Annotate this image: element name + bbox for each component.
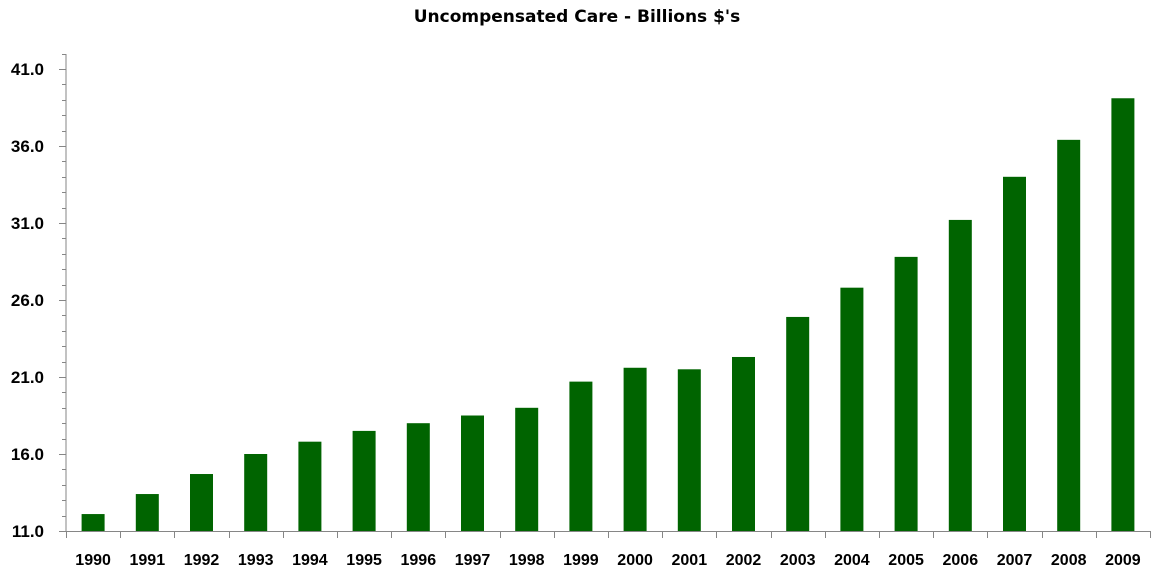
x-axis: 1990 1991 1992 1993 1994 1995 1996 1997 1998 1999… xyxy=(66,531,1151,569)
bar-2008 xyxy=(1057,139,1081,531)
bar-2001 xyxy=(677,369,701,531)
bar-2007 xyxy=(1003,176,1026,532)
x-tick-label: 1996 xyxy=(401,552,437,569)
y-tick-label: 26.0 xyxy=(11,291,44,310)
bar-2005 xyxy=(894,256,918,531)
bar-1992 xyxy=(190,474,213,531)
bar-1990 xyxy=(81,514,105,531)
x-tick-label: 1998 xyxy=(509,552,545,569)
x-tick-label: 2007 xyxy=(997,552,1033,569)
x-tick-label: 2002 xyxy=(726,552,762,569)
bar-2000 xyxy=(623,367,647,531)
y-tick-label: 36.0 xyxy=(11,137,44,156)
chart-title: Uncompensated Care - Billions $'s xyxy=(414,7,741,27)
bar-2003 xyxy=(786,316,810,531)
x-tick-label: 1994 xyxy=(292,552,328,569)
bar-1991 xyxy=(135,494,159,531)
x-tick-label: 1990 xyxy=(75,552,111,569)
x-tick-label: 1993 xyxy=(238,552,274,569)
bar-1998 xyxy=(515,407,539,531)
x-tick-label: 1997 xyxy=(455,552,491,569)
x-tick-label: 1991 xyxy=(130,552,166,569)
x-tick-label: 2009 xyxy=(1105,552,1141,569)
bars xyxy=(81,98,1135,532)
y-tick-label: 11.0 xyxy=(12,522,44,541)
bar-1995 xyxy=(352,430,376,531)
x-tick-label: 2005 xyxy=(888,552,924,569)
bar-1993 xyxy=(244,454,268,531)
y-tick-label: 21.0 xyxy=(11,368,44,387)
bar-1997 xyxy=(461,415,484,531)
bar-1999 xyxy=(569,381,593,531)
y-tick-label: 16.0 xyxy=(11,445,44,464)
x-tick-label: 1999 xyxy=(563,552,599,569)
x-tick-label: 1992 xyxy=(184,552,220,569)
y-tick-label: 41.0 xyxy=(11,60,44,79)
y-axis: 11.0 16.0 21.0 26.0 31.0 36.0 41.0 xyxy=(11,54,67,541)
bar-2002 xyxy=(732,356,755,531)
bar-1994 xyxy=(298,441,322,531)
x-tick-label: 1995 xyxy=(346,552,382,569)
y-tick-label: 31.0 xyxy=(11,214,44,233)
x-tick-label: 2008 xyxy=(1051,552,1087,569)
bar-2006 xyxy=(948,219,972,532)
bar-1996 xyxy=(406,423,430,531)
x-tick-label: 2006 xyxy=(943,552,979,569)
bar-2009 xyxy=(1111,98,1135,531)
x-tick-label: 2003 xyxy=(780,552,816,569)
x-tick-label: 2001 xyxy=(672,552,708,569)
x-tick-label: 2000 xyxy=(617,552,653,569)
bar-2004 xyxy=(840,287,864,531)
x-tick-label: 2004 xyxy=(834,552,870,569)
